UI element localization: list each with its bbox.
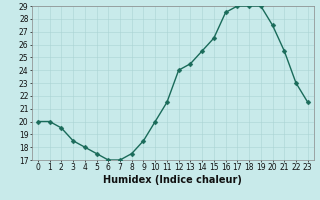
X-axis label: Humidex (Indice chaleur): Humidex (Indice chaleur): [103, 175, 242, 185]
